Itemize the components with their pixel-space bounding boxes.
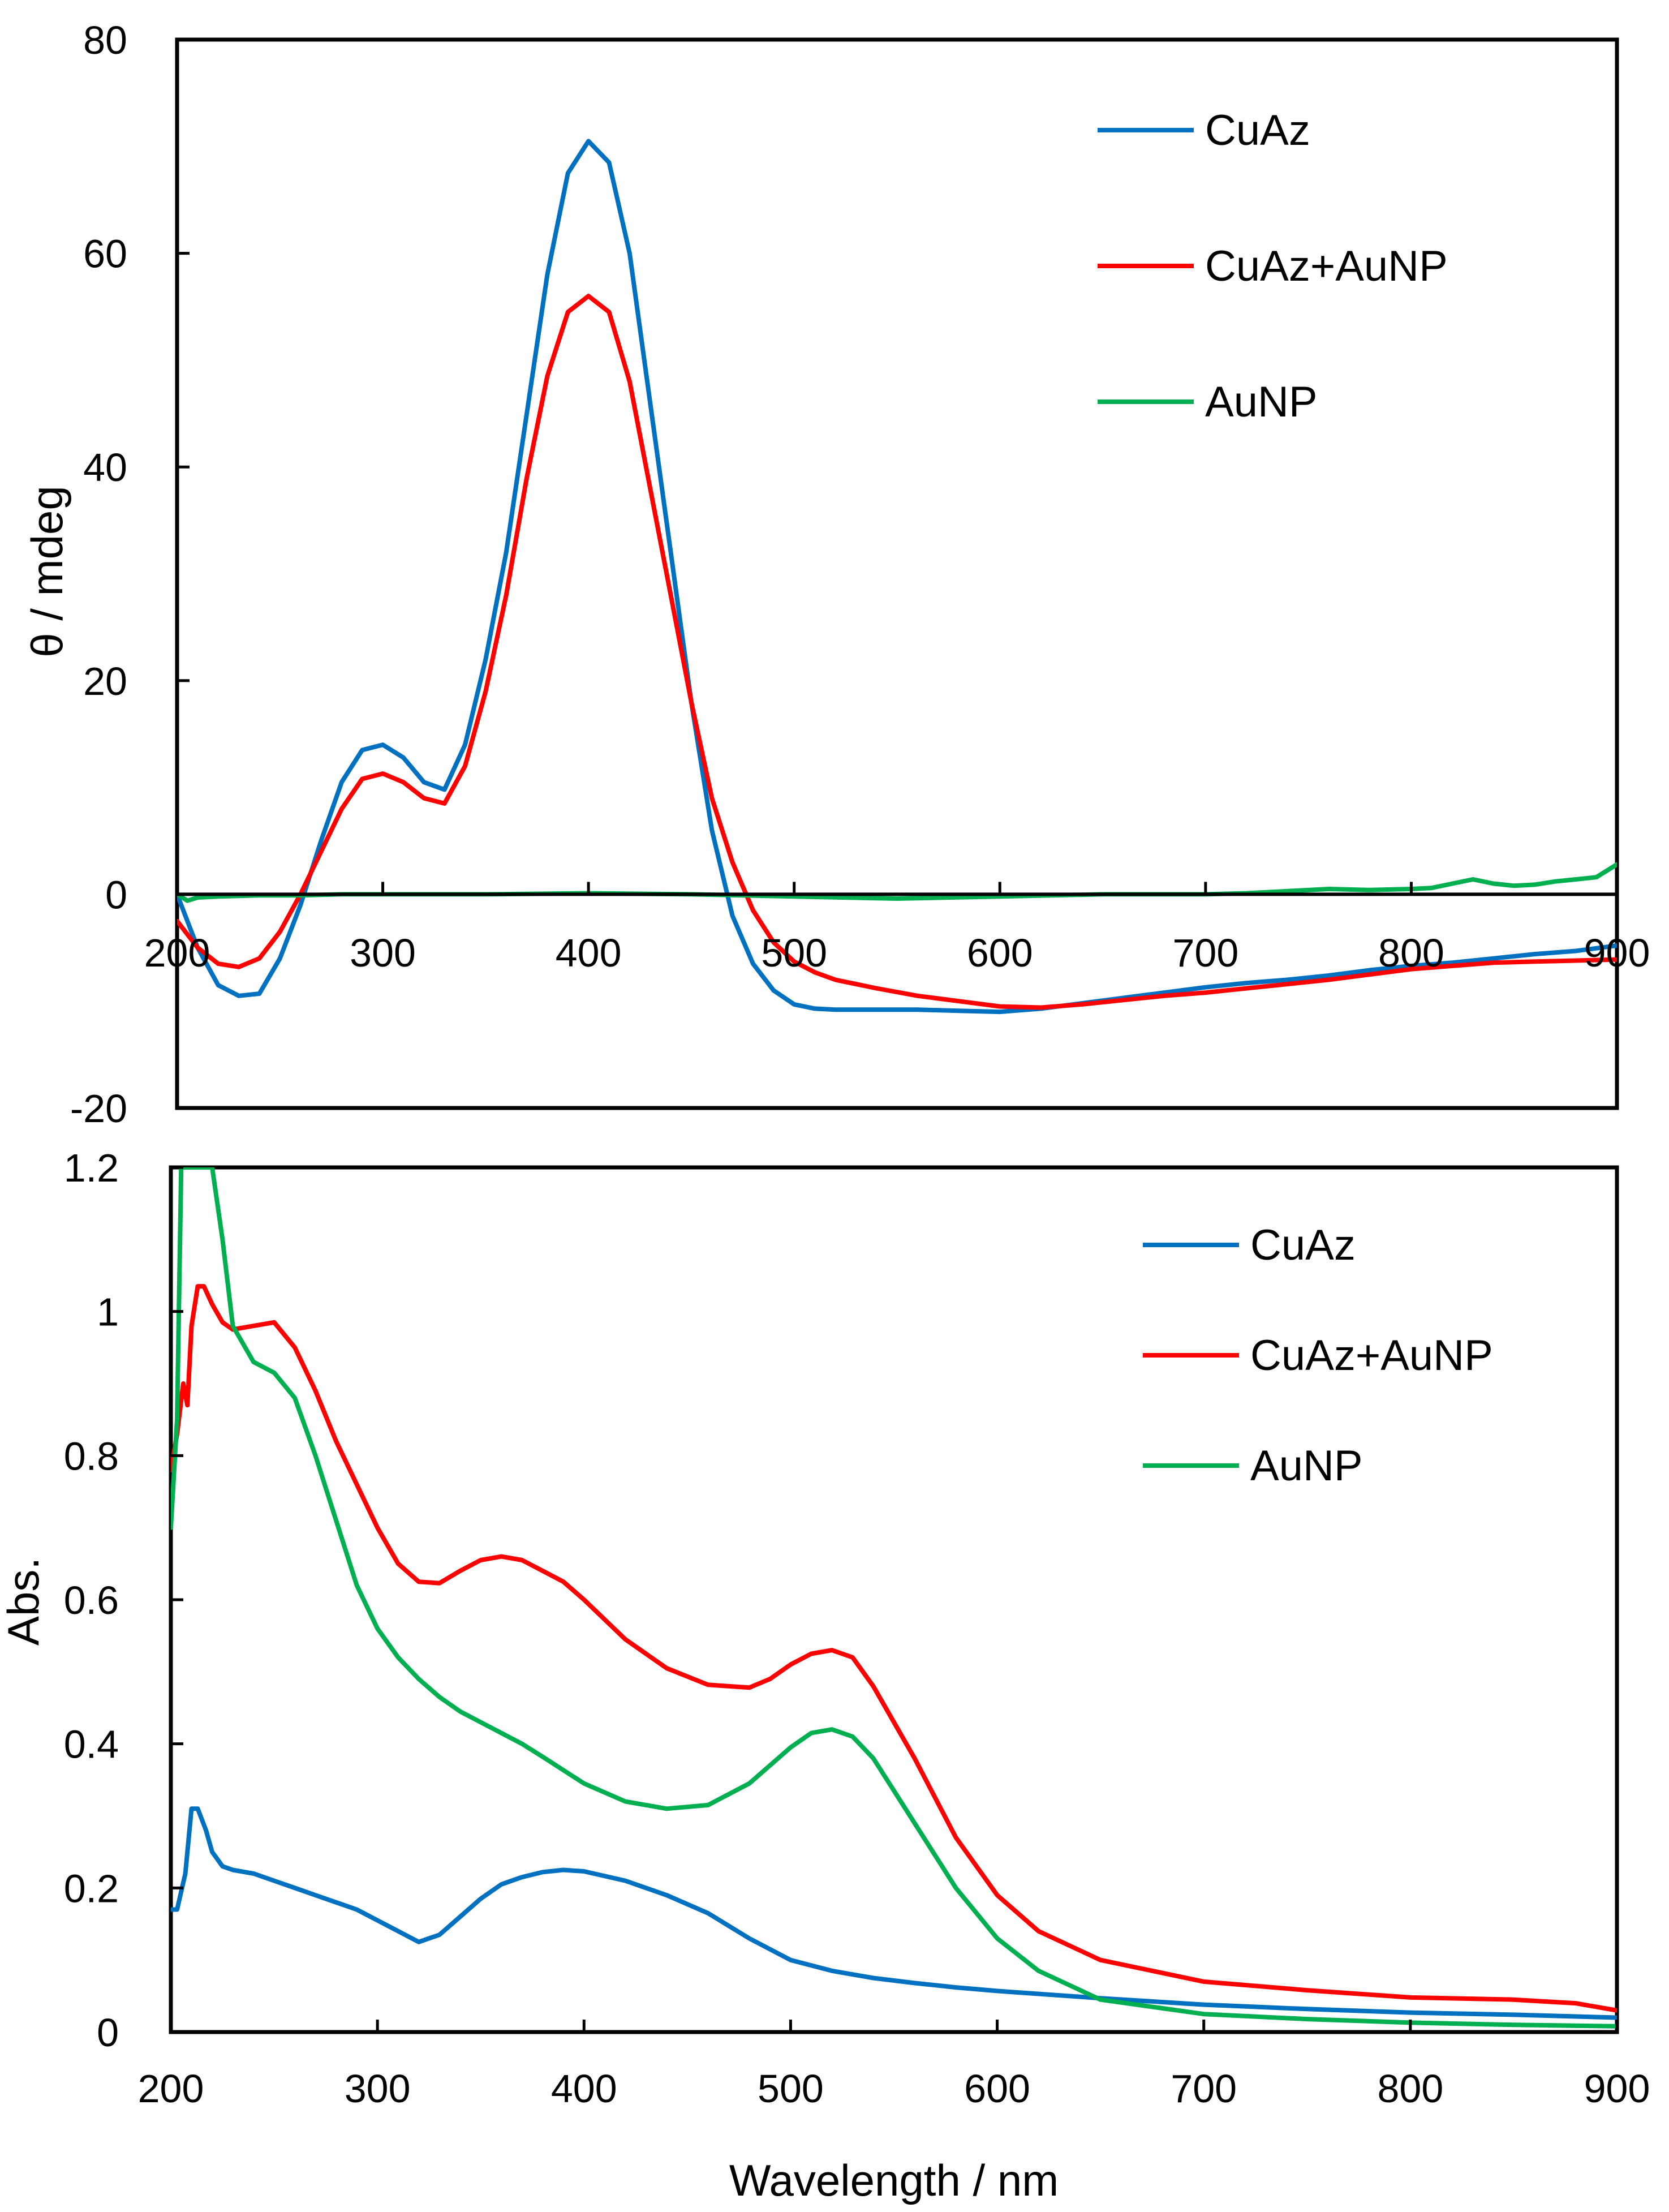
cd-y-tick-label: 60 (83, 232, 127, 276)
abs-y-tick-label: 0 (97, 2011, 119, 2055)
abs-x-axis-label: Wavelength / nm (729, 2155, 1059, 2205)
cd-x-tick-label: 900 (1584, 931, 1650, 975)
abs-legend-label: CuAz (1250, 1221, 1356, 1269)
cd-x-tick-label: 800 (1378, 931, 1444, 975)
cd-x-tick-label: 400 (556, 931, 622, 975)
abs-x-tick-label: 200 (138, 2067, 204, 2111)
cd-y-axis-label: θ / mdeg (22, 486, 72, 658)
cd-series-line-cuaz-aunp (177, 294, 1617, 1010)
cd-x-tick-label: 500 (761, 931, 827, 975)
abs-legend: CuAz CuAz+AuNP AuNP (1143, 1221, 1493, 1490)
abs-x-tick-label: 600 (964, 2067, 1030, 2111)
abs-y-tick-label: 1.2 (64, 1146, 119, 1190)
abs-y-axis-label: Abs. (0, 1557, 48, 1646)
cd-legend-label: AuNP (1205, 378, 1318, 426)
cd-x-tick-label: 700 (1172, 931, 1238, 975)
abs-series-line-cuaz (171, 1806, 1617, 2020)
abs-series-line-cuaz-aunp (171, 1284, 1617, 2013)
abs-x-tick-label: 700 (1171, 2067, 1237, 2111)
abs-y-tick-label: 1 (97, 1290, 119, 1334)
cd-tick-group: -20 0 20 40 60 80 200 300 400 500 600 700 800 900 (70, 18, 1650, 1131)
abs-x-tick-label: 900 (1584, 2067, 1650, 2111)
abs-x-tick-label: 400 (551, 2067, 617, 2111)
abs-legend-label: CuAz+AuNP (1250, 1332, 1493, 1380)
abs-y-tick-label: 0.2 (64, 1866, 119, 1910)
cd-y-tick-label: 80 (83, 18, 127, 62)
abs-series-group (171, 1167, 1617, 2029)
abs-plot-frame (169, 1165, 1619, 2034)
absorbance-panel: 0 0.2 0.4 0.6 0.8 1 1.2 200 300 400 500 600 700 800 90… (0, 1146, 1650, 2205)
cd-x-tick-label: 300 (350, 931, 416, 975)
abs-y-tick-label: 0.4 (64, 1723, 119, 1767)
abs-legend-label: AuNP (1250, 1442, 1363, 1490)
abs-y-tick-label: 0.8 (64, 1434, 119, 1478)
abs-x-tick-label: 800 (1377, 2067, 1443, 2111)
cd-y-tick-label: 20 (83, 659, 127, 703)
cd-y-tick-label: -20 (70, 1086, 127, 1131)
cd-spectrum-panel: -20 0 20 40 60 80 200 300 400 500 600 700 800 900 θ /… (22, 18, 1650, 1131)
abs-x-tick-label: 500 (758, 2067, 824, 2111)
cd-x-tick-label: 600 (967, 931, 1033, 975)
abs-y-tick-label: 0.6 (64, 1578, 119, 1622)
abs-tick-group: 0 0.2 0.4 0.6 0.8 1 1.2 200 300 400 500 600 700 800 90… (64, 1146, 1650, 2111)
abs-x-tick-label: 300 (345, 2067, 411, 2111)
cd-series-line-cuaz (177, 139, 1617, 1015)
cd-legend: CuAz CuAz+AuNP AuNP (1098, 106, 1448, 426)
cd-plot-frame (175, 37, 1619, 1110)
cd-y-tick-label: 0 (105, 873, 127, 917)
cd-y-tick-label: 40 (83, 445, 127, 489)
cd-legend-label: CuAz (1205, 106, 1310, 154)
abs-series-line-aunp (171, 1167, 1617, 2029)
cd-legend-label: CuAz+AuNP (1205, 242, 1448, 290)
cd-x-tick-label: 200 (144, 931, 210, 975)
